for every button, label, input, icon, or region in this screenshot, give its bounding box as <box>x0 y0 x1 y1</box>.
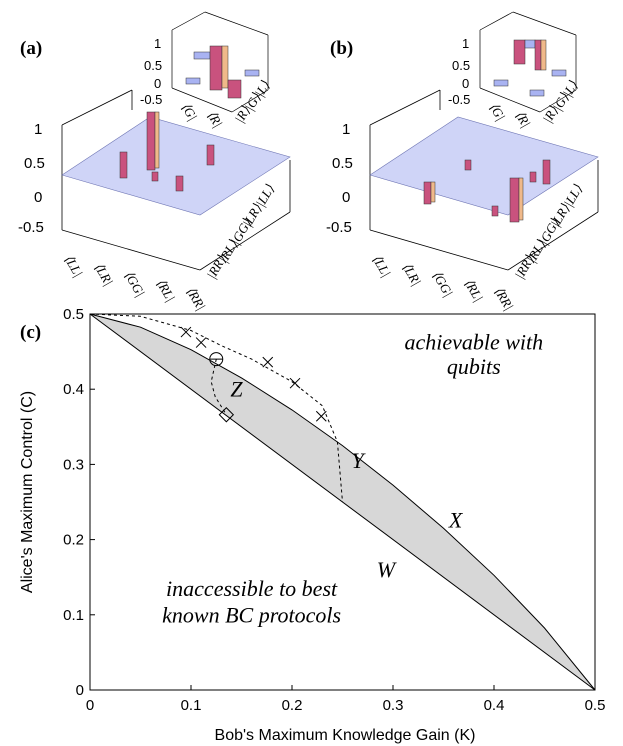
inset-tick-label: 0.5 <box>144 58 162 73</box>
bra-label: ⟨RL| <box>153 276 178 304</box>
bra-label: ⟨RR| <box>183 284 208 313</box>
cross-marker <box>262 356 274 368</box>
x-tick-label: 0.1 <box>181 697 202 714</box>
series-line-3 <box>210 358 227 416</box>
inset-bra-label: ⟨R| <box>204 108 225 130</box>
x-axis-label: Bob's Maximum Knowledge Gain (K) <box>215 727 476 744</box>
diamond-marker <box>218 407 235 423</box>
y-tick-label: 0.1 <box>63 607 84 624</box>
bra-label: ⟨GG| <box>429 268 456 299</box>
panel-b-inset: 1 0.5 0 -0.5 ⟨G| ⟨R| |L⟩ |G⟩ |R⟩ <box>448 11 581 130</box>
annotation: Z <box>230 377 243 402</box>
inset-ket-label: |R⟩ <box>232 104 253 126</box>
cross-marker <box>195 337 207 348</box>
panel-a-label: (a) <box>20 38 42 59</box>
series-line-1 <box>89 313 596 691</box>
annotation: achievable with <box>404 329 543 354</box>
panel-a: (a) 1 0.5 0 -0.5 <box>18 11 291 313</box>
annotation: known BC protocols <box>162 602 341 627</box>
panel-a-floor-grid <box>61 116 291 216</box>
inset-bra-label: ⟨G| <box>178 100 200 123</box>
panel-b-bars <box>423 159 551 223</box>
annotation: inaccessible to best <box>166 576 338 601</box>
inset-tick-label: -0.5 <box>140 92 162 107</box>
cross-marker <box>289 377 301 389</box>
cross-marker <box>315 410 327 422</box>
x-tick-label: 0.2 <box>282 697 303 714</box>
tick-label: -0.5 <box>18 219 44 236</box>
bra-label: ⟨LL| <box>369 252 394 280</box>
annotation: W <box>377 557 397 582</box>
inset-tick-label: 0.5 <box>452 58 470 73</box>
panel-a-frame <box>61 89 291 271</box>
bra-label: ⟨LR| <box>91 260 116 288</box>
inset-tick-label: 1 <box>462 36 469 51</box>
annotation: X <box>448 508 464 533</box>
panel-c: (c) 0 0.1 0.2 0.3 0.4 0.5 0 0.1 0.2 0.3 0.4 0.5 achi… <box>19 306 605 744</box>
inset-tick-label: -0.5 <box>448 92 470 107</box>
panel-a-inset: 1 0.5 0 -0.5 ⟨G| ⟨R| |L⟩ |G⟩ |R⟩ <box>140 11 273 130</box>
panel-b-bra-labels: ⟨LL| ⟨LR| ⟨GG| ⟨RL| ⟨RR| <box>369 252 516 313</box>
y-tick-label: 0.5 <box>63 306 84 323</box>
x-tick-label: 0 <box>86 697 94 714</box>
panel-b-label: (b) <box>330 38 353 59</box>
panel-a-bra-labels: ⟨LL| ⟨LR| ⟨GG| ⟨RL| ⟨RR| <box>61 252 208 313</box>
plot-area: 0 0.1 0.2 0.3 0.4 0.5 0 0.1 0.2 0.3 0.4 0.5 achievab… <box>63 306 605 714</box>
tick-label: 1 <box>342 121 350 138</box>
series-line-2 <box>89 313 343 503</box>
y-axis-label: Alice's Maximum Control (C) <box>19 391 36 593</box>
inset-ket-label: |R⟩ <box>540 104 561 126</box>
inset-ket-label: |L⟩ <box>560 78 581 99</box>
panel-b-frame <box>369 89 599 271</box>
panel-b: (b) 1 0.5 0 -0.5 ⟨L <box>326 11 599 313</box>
annotation: Y <box>352 448 367 473</box>
y-tick-label: 0.2 <box>63 532 84 549</box>
panel-c-label: (c) <box>20 322 41 343</box>
x-tick-label: 0.3 <box>383 697 404 714</box>
panel-a-bars <box>119 111 215 192</box>
inset-bra-label: ⟨G| <box>486 100 508 123</box>
tick-label: -0.5 <box>326 219 352 236</box>
tick-label: 0.5 <box>332 155 353 172</box>
panel-b-z-ticks: 1 0.5 0 -0.5 <box>326 121 353 236</box>
y-tick-label: 0.4 <box>63 381 84 398</box>
bra-label: ⟨LL| <box>61 252 86 280</box>
tick-label: 0.5 <box>24 155 45 172</box>
bra-label: ⟨GG| <box>121 268 148 299</box>
x-tick-label: 0.4 <box>484 697 505 714</box>
plot-frame <box>89 313 596 691</box>
x-tick-label: 0.5 <box>585 697 606 714</box>
inset-ket-label: |L⟩ <box>252 78 273 99</box>
inset-tick-label: 0 <box>154 76 161 91</box>
inset-tick-label: 1 <box>154 36 161 51</box>
bra-label: ⟨LR| <box>399 260 424 288</box>
tick-label: 0 <box>34 189 42 206</box>
bra-label: ⟨RL| <box>461 276 486 304</box>
annotation: qubits <box>447 354 501 379</box>
bra-label: ⟨RR| <box>491 284 516 313</box>
y-tick-label: 0 <box>76 682 84 699</box>
tick-label: 0 <box>342 189 350 206</box>
inset-bra-label: ⟨R| <box>512 108 533 130</box>
y-tick-label: 0.3 <box>63 456 84 473</box>
cross-marker <box>180 326 192 338</box>
inset-tick-label: 0 <box>462 76 469 91</box>
panel-a-z-ticks: 1 0.5 0 -0.5 <box>18 121 45 236</box>
tick-label: 1 <box>34 121 42 138</box>
